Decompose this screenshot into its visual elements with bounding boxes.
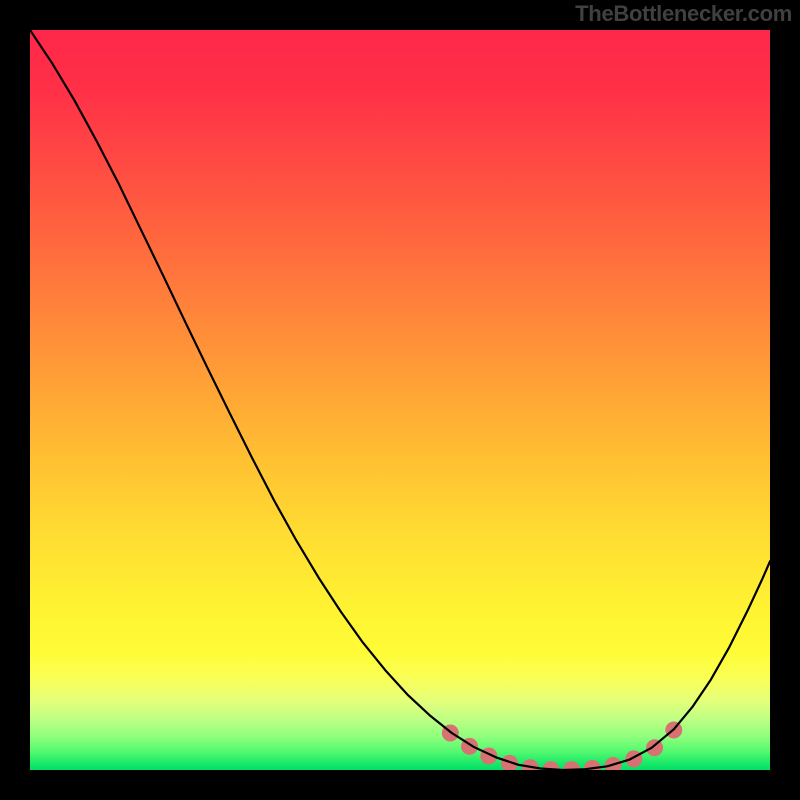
gradient-background (30, 30, 770, 770)
chart-svg (30, 30, 770, 770)
outer-frame: TheBottlenecker.com (0, 0, 800, 800)
watermark-text: TheBottlenecker.com (575, 1, 792, 27)
plot-area (30, 30, 770, 770)
highlight-dot (646, 739, 663, 756)
